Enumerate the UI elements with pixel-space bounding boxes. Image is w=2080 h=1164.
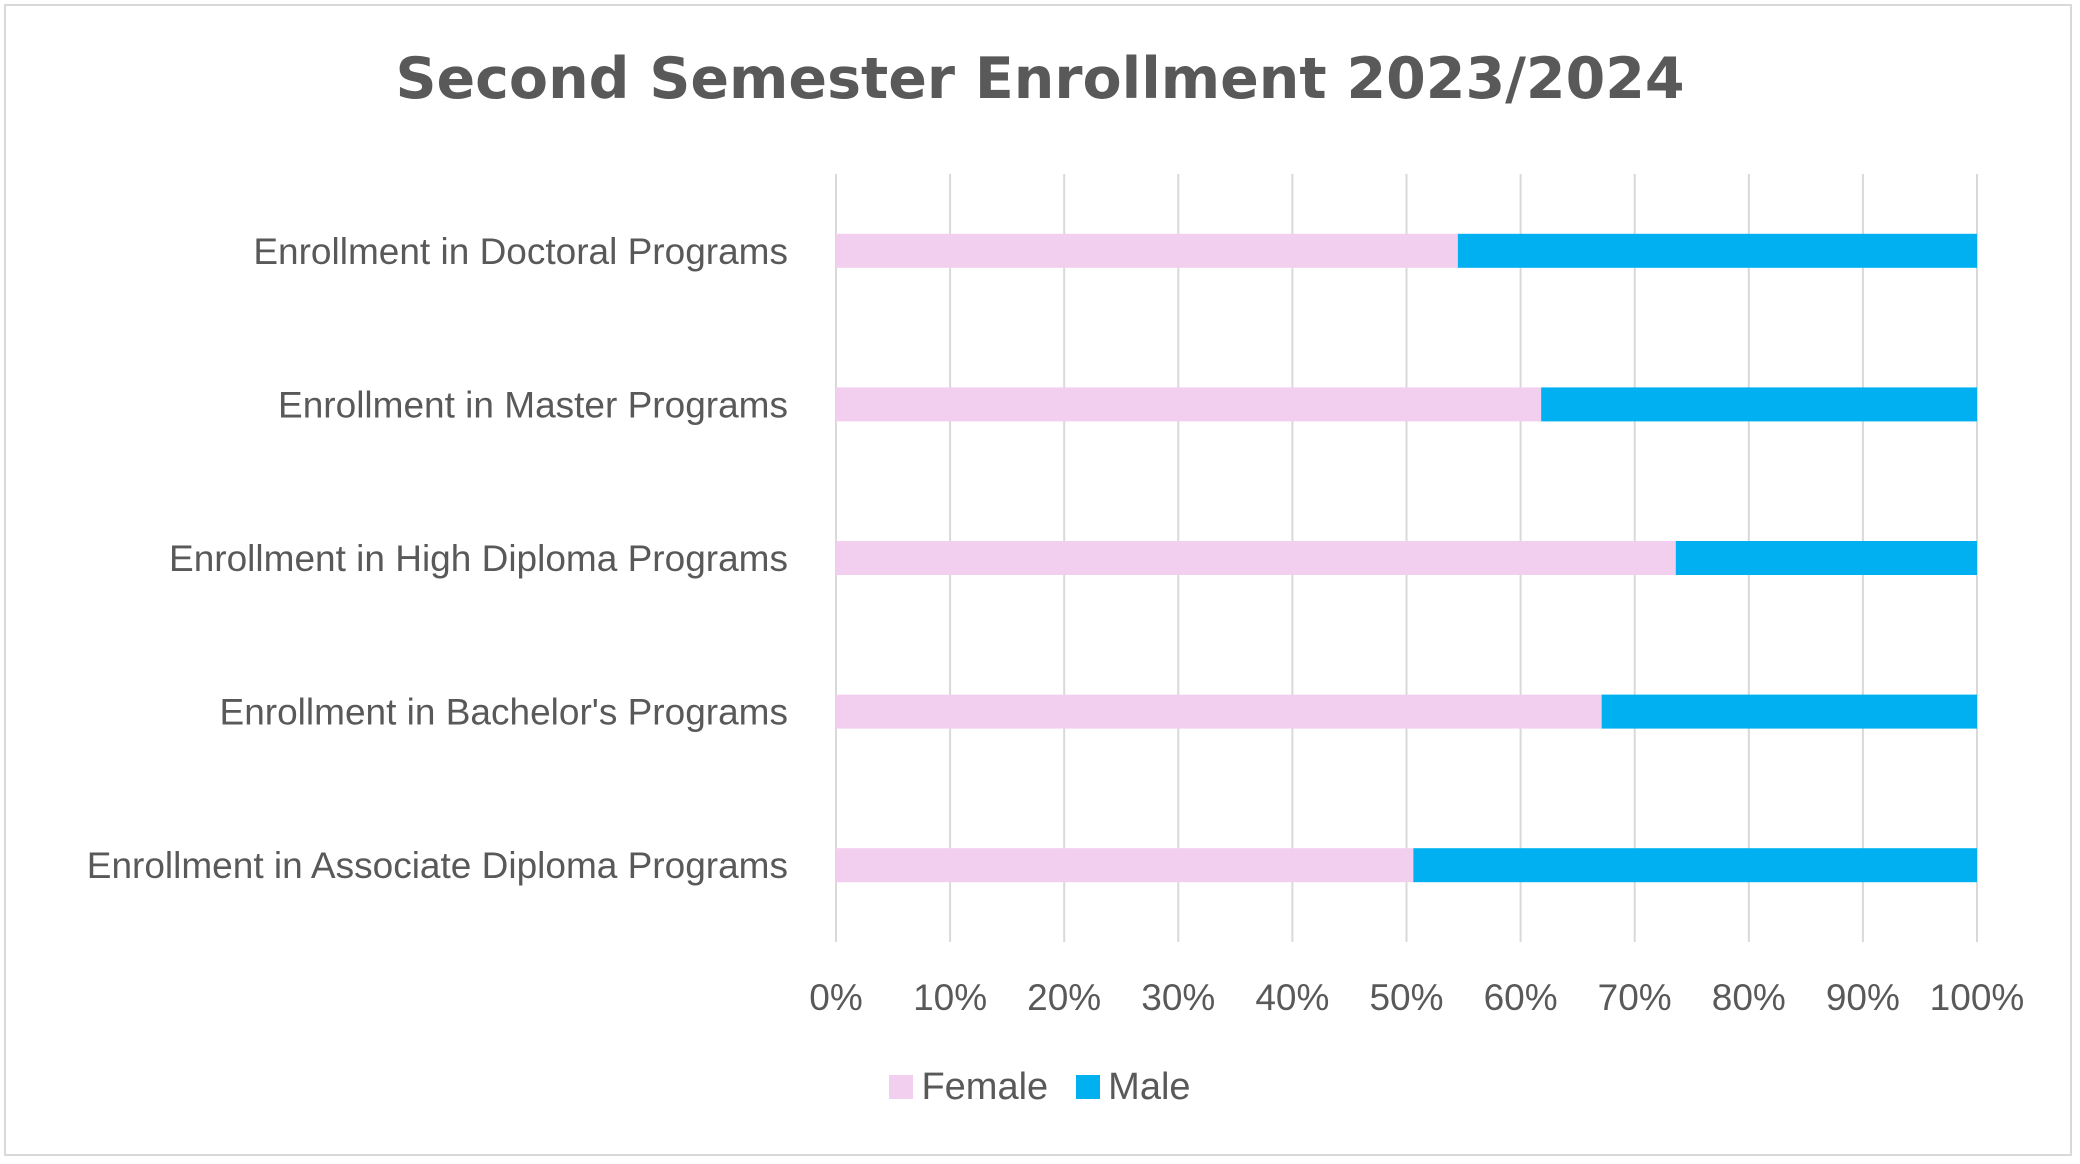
legend-label-male: Male (1108, 1065, 1191, 1108)
x-tick-label: 10% (913, 977, 987, 1018)
bar-female (836, 694, 1602, 729)
legend-swatch-male (1076, 1075, 1101, 1099)
chart-frame (4, 4, 2072, 1156)
bar-male (1457, 233, 1977, 268)
category-label: Enrollment in Master Programs (278, 384, 788, 425)
bar-male (1601, 694, 1977, 729)
bar-female (836, 541, 1676, 575)
bar-female (836, 233, 1458, 268)
bar-female (836, 848, 1414, 883)
category-label: Enrollment in Bachelor's Programs (220, 692, 788, 733)
bar-male (1541, 387, 1977, 422)
x-tick-label: 80% (1712, 977, 1786, 1018)
x-tick-label: 100% (1930, 977, 2025, 1018)
x-tick-label: 20% (1027, 977, 1101, 1018)
legend-item-female: Female (889, 1066, 1048, 1109)
x-tick-label: 0% (809, 977, 862, 1018)
bar-male (1413, 848, 1977, 883)
x-tick-label: 40% (1255, 977, 1329, 1018)
x-tick-label: 90% (1826, 977, 1900, 1018)
x-tick-label: 60% (1484, 977, 1558, 1018)
category-label: Enrollment in High Diploma Programs (169, 538, 788, 579)
legend-label-female: Female (921, 1065, 1049, 1108)
legend: Female Male (0, 1062, 2080, 1112)
x-tick-label: 50% (1369, 977, 1443, 1018)
legend-swatch-female (889, 1075, 914, 1099)
category-label: Enrollment in Associate Diploma Programs (87, 845, 788, 886)
category-label: Enrollment in Doctoral Programs (253, 231, 788, 272)
chart-title: Second Semester Enrollment 2023/2024 (395, 46, 1685, 112)
x-tick-label: 70% (1598, 977, 1672, 1018)
bar-female (836, 387, 1542, 422)
x-tick-label: 30% (1141, 977, 1215, 1018)
bar-male (1675, 541, 1977, 575)
legend-item-male: Male (1076, 1065, 1191, 1109)
